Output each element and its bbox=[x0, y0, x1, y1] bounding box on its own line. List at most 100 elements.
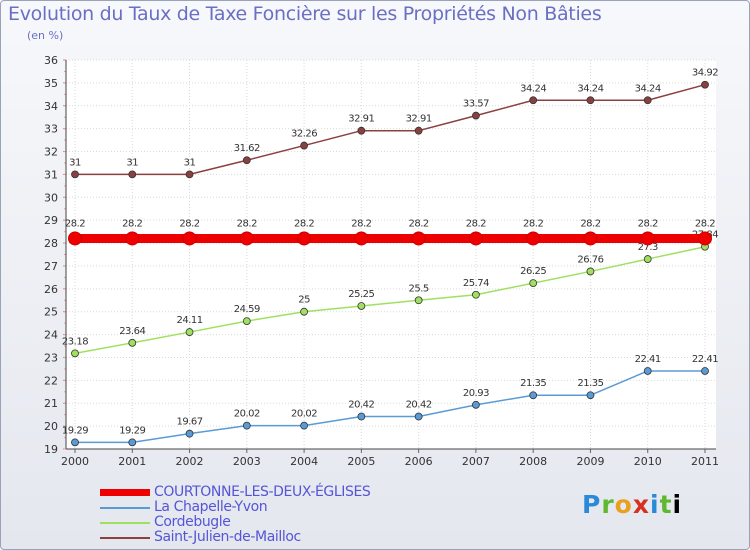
data-point-1 bbox=[701, 367, 709, 375]
series-line-3 bbox=[75, 83, 706, 176]
data-point-2 bbox=[128, 338, 137, 347]
data-point-3 bbox=[414, 126, 423, 135]
legend-label: La Chapelle-Yvon bbox=[154, 499, 268, 515]
data-label-1: 19.29 bbox=[62, 425, 88, 436]
data-label-2: 25.5 bbox=[409, 283, 429, 294]
data-label-3: 34.24 bbox=[520, 83, 546, 94]
y-tick-label: 23 bbox=[44, 351, 58, 364]
data-point-2 bbox=[242, 317, 251, 325]
data-point-1 bbox=[472, 400, 480, 409]
data-point-1 bbox=[586, 391, 595, 400]
data-label-3: 32.26 bbox=[291, 129, 317, 140]
data-label-2: 26.25 bbox=[520, 266, 546, 277]
data-point-2 bbox=[300, 307, 308, 316]
data-point-3 bbox=[701, 80, 709, 89]
x-tick-label: 2001 bbox=[118, 455, 146, 468]
data-label-3: 31 bbox=[184, 157, 196, 168]
data-label-1: 20.42 bbox=[406, 400, 432, 411]
data-point-2 bbox=[643, 255, 652, 263]
data-label-3: 33.57 bbox=[463, 99, 489, 110]
data-point-3 bbox=[128, 170, 137, 179]
data-label-0: 28.2 bbox=[638, 218, 658, 229]
data-point-3 bbox=[242, 156, 251, 165]
data-point-1 bbox=[643, 367, 652, 375]
data-label-3: 34.24 bbox=[635, 83, 661, 94]
data-point-0 bbox=[411, 231, 426, 246]
data-point-2 bbox=[414, 296, 423, 305]
x-tick-label: 2005 bbox=[347, 455, 375, 468]
data-label-0: 28.2 bbox=[409, 218, 429, 229]
data-label-0: 28.2 bbox=[523, 218, 543, 229]
data-label-1: 20.02 bbox=[291, 409, 317, 420]
data-label-3: 34.24 bbox=[577, 83, 603, 94]
data-point-1 bbox=[529, 391, 538, 400]
data-label-2: 23.64 bbox=[119, 326, 145, 337]
data-label-2: 23.18 bbox=[62, 336, 88, 347]
data-point-3 bbox=[472, 111, 480, 120]
data-label-1: 19.29 bbox=[119, 425, 145, 436]
data-label-1: 19.67 bbox=[176, 417, 202, 428]
data-label-3: 32.91 bbox=[348, 114, 374, 125]
data-label-0: 28.2 bbox=[237, 218, 257, 229]
data-point-1 bbox=[357, 412, 366, 421]
y-tick-label: 29 bbox=[44, 214, 58, 227]
data-label-2: 25 bbox=[298, 295, 310, 306]
data-point-3 bbox=[71, 170, 79, 179]
data-label-2: 24.59 bbox=[234, 304, 260, 315]
data-label-0: 28.2 bbox=[65, 218, 85, 229]
data-point-1 bbox=[242, 421, 251, 430]
series-line-2 bbox=[74, 245, 706, 355]
data-point-3 bbox=[300, 141, 308, 150]
data-label-1: 21.35 bbox=[520, 378, 546, 389]
data-point-3 bbox=[357, 126, 366, 135]
y-tick-label: 28 bbox=[44, 237, 58, 250]
data-point-1 bbox=[185, 429, 194, 438]
y-tick-label: 24 bbox=[44, 329, 58, 342]
data-point-2 bbox=[529, 279, 538, 288]
y-tick-label: 19 bbox=[44, 443, 58, 456]
y-tick-label: 34 bbox=[44, 100, 58, 113]
unit-label: (en %) bbox=[27, 29, 64, 42]
data-point-2 bbox=[71, 349, 79, 358]
y-tick-label: 35 bbox=[44, 77, 58, 90]
data-label-0: 28.2 bbox=[695, 218, 715, 229]
data-point-0 bbox=[182, 231, 197, 246]
data-label-3: 31 bbox=[126, 157, 138, 168]
data-label-1: 21.35 bbox=[577, 378, 603, 389]
x-tick-label: 2003 bbox=[233, 455, 261, 468]
data-point-0 bbox=[640, 231, 655, 246]
data-label-0: 28.2 bbox=[294, 218, 314, 229]
legend-swatch bbox=[100, 507, 150, 509]
proxiti-logo: Proxiti bbox=[582, 490, 683, 519]
y-tick-label: 25 bbox=[44, 306, 58, 319]
data-label-1: 20.02 bbox=[234, 409, 260, 420]
y-tick-label: 31 bbox=[44, 168, 58, 181]
x-tick-label: 2007 bbox=[462, 455, 490, 468]
data-point-0 bbox=[125, 231, 140, 246]
x-tick-label: 2010 bbox=[634, 455, 662, 468]
data-label-2: 25.25 bbox=[348, 289, 374, 300]
data-label-3: 31.62 bbox=[234, 143, 260, 154]
data-label-0: 28.2 bbox=[122, 218, 142, 229]
legend-swatch bbox=[100, 522, 150, 524]
legend-label: Cordebugle bbox=[154, 514, 231, 530]
data-point-2 bbox=[185, 328, 194, 336]
data-point-3 bbox=[586, 96, 595, 105]
plot-area bbox=[66, 60, 716, 449]
x-tick-label: 2009 bbox=[576, 455, 604, 468]
data-point-1 bbox=[128, 438, 137, 447]
x-tick-label: 2000 bbox=[61, 455, 89, 468]
legend-swatch bbox=[100, 537, 150, 539]
y-tick-label: 26 bbox=[44, 283, 58, 296]
data-point-0 bbox=[239, 231, 254, 246]
data-label-0: 28.2 bbox=[580, 218, 600, 229]
x-tick-label: 2011 bbox=[691, 455, 719, 468]
data-label-0: 28.2 bbox=[179, 218, 199, 229]
y-tick-label: 21 bbox=[44, 397, 58, 410]
x-tick-label: 2006 bbox=[405, 455, 433, 468]
data-point-2 bbox=[586, 267, 595, 276]
x-tick-label: 2002 bbox=[176, 455, 204, 468]
data-label-0: 28.2 bbox=[351, 218, 371, 229]
data-point-3 bbox=[643, 96, 652, 105]
data-label-1: 22.41 bbox=[692, 354, 718, 365]
